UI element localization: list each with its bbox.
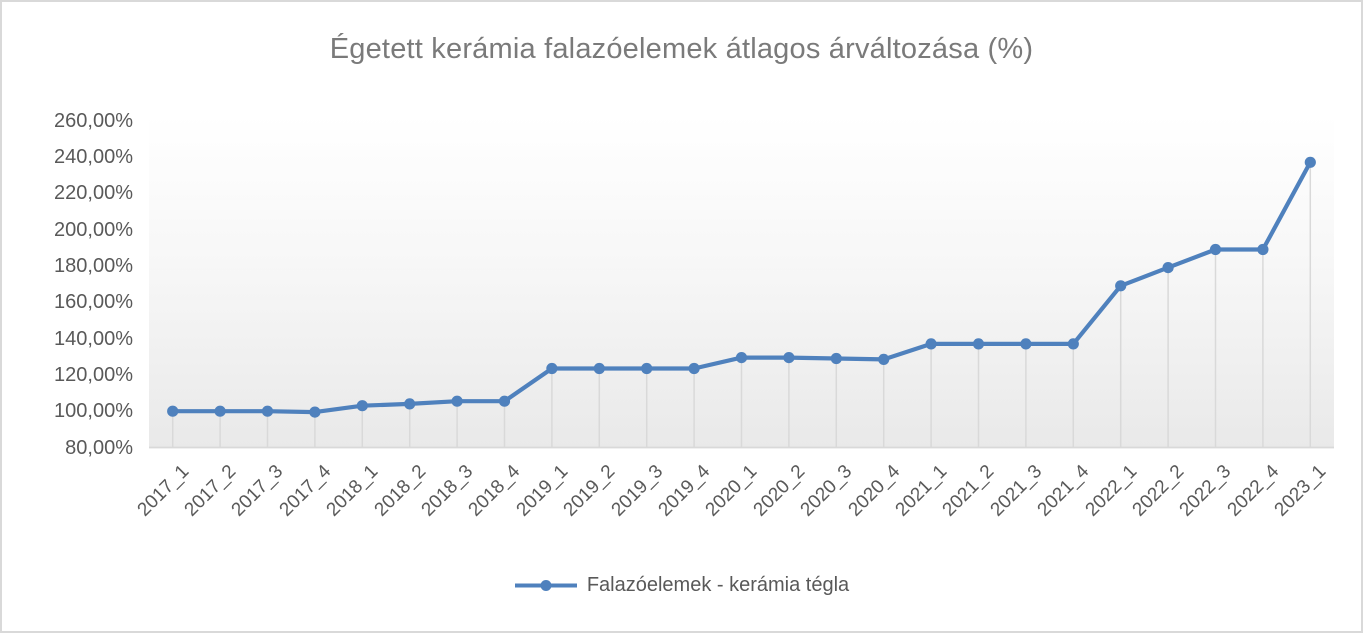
data-point-marker-2017_4 — [309, 406, 321, 418]
data-point-marker-2019_1 — [546, 362, 558, 375]
y-axis-tick-label: 100,00% — [54, 400, 133, 422]
y-axis-tick-label: 200,00% — [54, 219, 133, 241]
data-point-marker-2019_4 — [688, 362, 700, 375]
y-axis-tick-label: 80,00% — [65, 437, 133, 459]
data-point-marker-2022_1 — [1115, 280, 1127, 292]
data-point-marker-2023_1 — [1304, 156, 1316, 168]
data-point-marker-2022_3 — [1209, 243, 1222, 256]
data-point-marker-2017_1 — [167, 405, 179, 417]
y-axis-tick-label: 140,00% — [54, 328, 133, 350]
data-point-marker-2018_1 — [356, 400, 368, 412]
data-point-marker-2021_3 — [1020, 338, 1032, 350]
data-point-marker-2021_1 — [925, 338, 937, 350]
data-point-marker-2019_3 — [641, 362, 653, 375]
category-droplines — [171, 162, 1312, 448]
legend: Falazóelemek - kerámia tégla — [2, 574, 1361, 597]
data-point-marker-2020_4 — [878, 353, 890, 365]
legend-line-marker-icon — [514, 580, 577, 591]
data-point-marker-2017_2 — [214, 405, 226, 417]
data-point-marker-2018_4 — [498, 395, 511, 407]
series-markers — [167, 156, 1316, 418]
data-point-marker-2020_2 — [783, 352, 795, 364]
data-point-marker-2021_4 — [1067, 338, 1079, 350]
y-axis-tick-label: 240,00% — [54, 146, 133, 168]
y-axis-tick-label: 160,00% — [54, 291, 133, 313]
data-point-marker-2020_1 — [735, 352, 748, 364]
y-axis-tick-label: 120,00% — [54, 364, 133, 386]
chart-title: Égetett kerámia falazóelemek átlagos árv… — [329, 33, 1034, 65]
data-point-marker-2022_2 — [1162, 262, 1174, 274]
y-axis-tick-label: 220,00% — [54, 182, 133, 204]
data-point-marker-2022_4 — [1257, 243, 1269, 256]
legend-label: Falazóelemek - kerámia tégla — [586, 574, 850, 596]
data-point-marker-2019_2 — [593, 362, 605, 375]
y-axis-tick-label: 180,00% — [54, 255, 133, 277]
data-point-marker-2018_2 — [404, 398, 416, 410]
data-point-marker-2017_3 — [261, 405, 274, 417]
data-point-marker-2021_2 — [972, 338, 985, 350]
data-point-marker-2018_3 — [451, 395, 463, 407]
data-point-marker-2020_3 — [830, 352, 842, 365]
y-axis-tick-label: 260,00% — [54, 110, 133, 132]
